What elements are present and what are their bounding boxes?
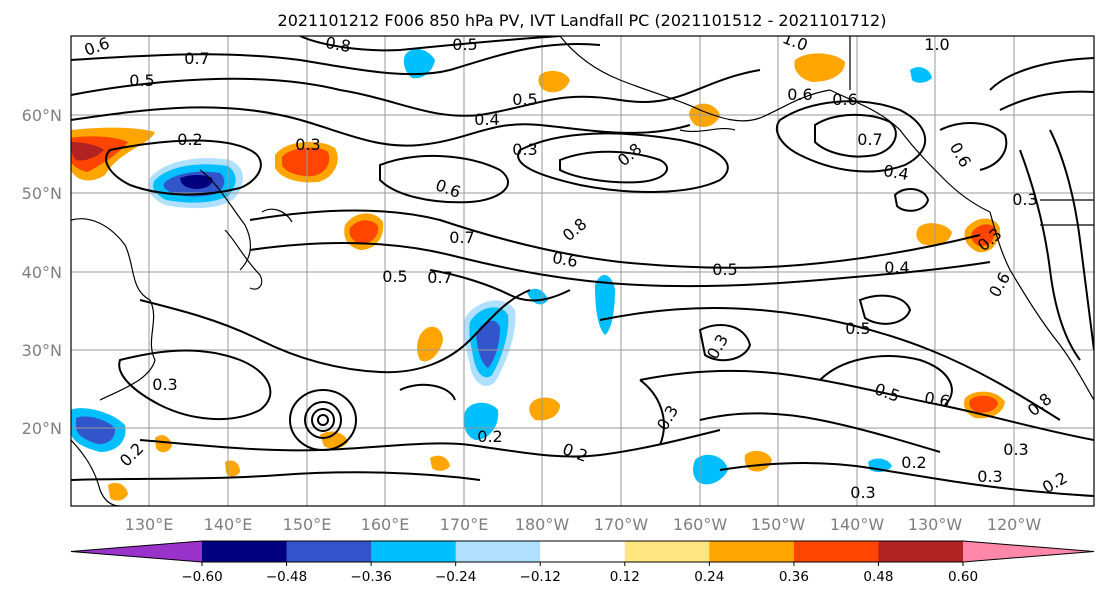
contour-label: 0.4 (884, 258, 909, 277)
contour-label: 0.6 (923, 388, 951, 411)
lon-label: 170°W (594, 515, 649, 534)
colorbar (70, 540, 1095, 563)
map-frame (70, 35, 1095, 507)
colorbar-segment (878, 541, 964, 562)
lon-label: 170°E (440, 515, 489, 534)
colorbar-tick-label: −0.60 (181, 569, 222, 585)
contour-label: 0.2 (177, 130, 202, 149)
contour-label: 0.2 (477, 427, 502, 446)
colorbar-extend-min (71, 541, 202, 562)
contour-label: 0.5 (452, 35, 477, 54)
colorbar-segment (624, 541, 710, 562)
lon-label: 130°E (125, 515, 174, 534)
map-area: 0.6 0.70.50.8 0.50.30.20.60.50.40.3 0.80.61… (71, 33, 1094, 506)
lat-label: 40°N (22, 263, 62, 282)
contour-label: 0.5 (712, 260, 737, 279)
colorbar-tick-labels: −0.60 −0.48 −0.36 −0.24 −0.12 0.12 0.24 0.36 0.4… (181, 562, 978, 585)
latitude-labels: 60°N 50°N 40°N 30°N 20°N (22, 106, 62, 438)
lat-label: 30°N (22, 341, 62, 360)
contour-label: 0.3 (1012, 190, 1037, 209)
pv-shading (71, 48, 1005, 501)
contour-label: 0.4 (474, 110, 499, 129)
lon-label: 140°E (204, 515, 253, 534)
colorbar-segment (455, 541, 541, 562)
colorbar-tick-label: 0.36 (779, 569, 809, 585)
colorbar-segment (202, 541, 288, 562)
longitude-labels: 130°E 140°E 150°E 160°E 170°E 180°W 170°… (125, 515, 1042, 534)
lon-label: 160°E (361, 515, 410, 534)
lon-label: 130°W (908, 515, 963, 534)
contour-label: 0.2 (901, 453, 926, 472)
colorbar-segment (709, 541, 795, 562)
contour-label: 0.6 (82, 33, 112, 60)
colorbar-tick-label: −0.36 (350, 569, 391, 585)
lon-label: 150°E (283, 515, 332, 534)
contour-label: 0.3 (850, 483, 875, 502)
contour-label: 0.3 (977, 467, 1002, 486)
contour-label: 1.0 (924, 35, 949, 54)
colorbar-tick-label: −0.24 (435, 569, 476, 585)
contour-label: 0.3 (152, 375, 177, 394)
colorbar-tick-label: −0.12 (520, 569, 561, 585)
contour-label: 0.7 (857, 130, 882, 149)
lon-label: 150°W (751, 515, 806, 534)
contour-label: 0.6 (832, 90, 857, 109)
contour-label: 0.3 (1003, 440, 1028, 459)
lat-label: 20°N (22, 419, 62, 438)
map-title: 2021101212 F006 850 hPa PV, IVT Landfall… (278, 11, 887, 30)
colorbar-segment (286, 541, 372, 562)
pv-contours (71, 36, 1094, 497)
coastlines (71, 36, 1094, 506)
lon-label: 120°W (987, 515, 1042, 534)
colorbar-segment (540, 541, 626, 562)
contour-label: 0.3 (295, 135, 320, 154)
colorbar-extend-max (963, 541, 1094, 562)
lat-label: 50°N (22, 184, 62, 203)
contour-label: 0.5 (129, 71, 154, 90)
contour-label: 0.7 (184, 49, 209, 68)
contour-label: 0.5 (512, 90, 537, 109)
contour-label: 0.5 (382, 267, 407, 286)
colorbar-segment (793, 541, 879, 562)
contour-label: 0.4 (882, 161, 910, 184)
lon-label: 180°W (515, 515, 570, 534)
lon-label: 140°W (830, 515, 885, 534)
lat-label: 60°N (22, 106, 62, 125)
contour-label: 0.6 (551, 248, 579, 271)
colorbar-tick-label: 0.60 (948, 569, 978, 585)
contour-label: 0.3 (512, 140, 537, 159)
contour-label: 0.7 (427, 268, 452, 287)
contour-label: 0.5 (845, 319, 870, 338)
colorbar-tick-label: 0.48 (863, 569, 893, 585)
contour-label: 0.7 (449, 228, 474, 247)
colorbar-tick-label: 0.12 (610, 569, 640, 585)
contour-label: 0.8 (324, 33, 352, 56)
lon-label: 160°W (673, 515, 728, 534)
contour-label: 0.6 (787, 85, 812, 104)
colorbar-tick-label: −0.48 (266, 569, 307, 585)
colorbar-segment (371, 541, 457, 562)
colorbar-tick-label: 0.24 (694, 569, 724, 585)
